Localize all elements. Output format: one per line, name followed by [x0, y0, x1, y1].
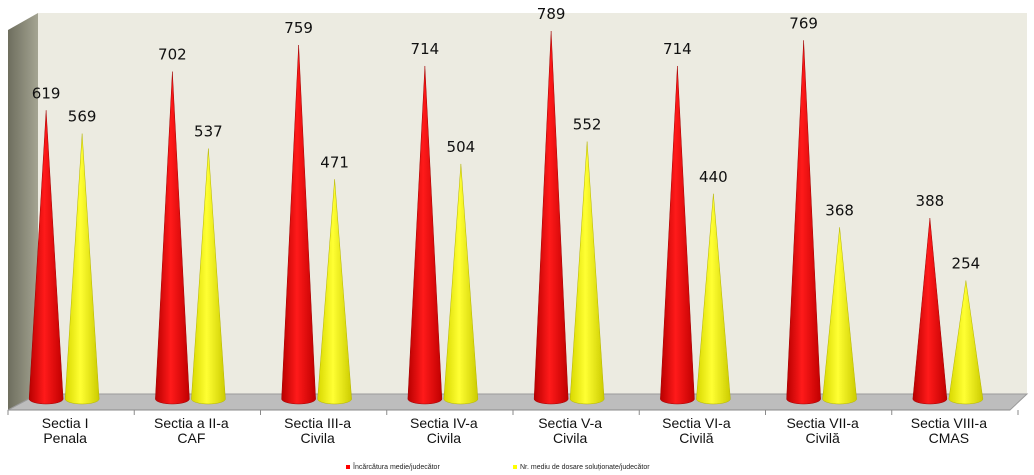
legend-swatch-yellow — [513, 465, 517, 469]
value-label: 569 — [68, 108, 97, 126]
value-label: 368 — [825, 201, 854, 219]
category-label: Sectia IV-a — [410, 415, 478, 431]
yellow-cone — [64, 133, 100, 405]
red-cone — [28, 110, 64, 405]
yellow-cone — [443, 163, 479, 405]
axis-ticks — [7, 410, 1019, 415]
value-label: 388 — [916, 192, 945, 210]
category-label: Civila — [301, 430, 335, 446]
value-label: 537 — [194, 123, 223, 141]
value-label: 714 — [411, 40, 440, 58]
chart-back-wall — [38, 13, 1027, 394]
category-label: Sectia a II-a — [154, 415, 229, 431]
red-cone — [281, 44, 316, 405]
legend-label-series-2: Nr. mediu de dosare soluționate/judecăto… — [520, 464, 650, 471]
yellow-cone — [822, 227, 857, 405]
value-label: 759 — [284, 19, 313, 37]
value-label: 619 — [32, 84, 61, 102]
legend-label-series-1: Încărcătura medie/judecător — [352, 462, 440, 471]
value-label: 440 — [699, 168, 728, 186]
yellow-cone — [191, 148, 226, 405]
category-label: Civila — [427, 430, 461, 446]
red-cone — [407, 65, 443, 405]
category-label: Sectia I — [42, 415, 89, 431]
value-labels: 619 569 702 537 759 471 714 504 789 552 714 440 769 3… — [32, 5, 980, 273]
category-label: Civilă — [679, 430, 713, 446]
category-label: Sectia VI-a — [662, 415, 731, 431]
value-label: 714 — [663, 40, 692, 58]
category-label: CMAS — [929, 430, 969, 446]
cone-marks — [28, 30, 984, 405]
yellow-cone — [317, 179, 352, 405]
red-cone — [912, 218, 948, 405]
red-cone — [155, 71, 190, 405]
yellow-cone — [948, 280, 984, 405]
value-label: 702 — [158, 46, 187, 64]
value-label: 769 — [789, 14, 818, 32]
yellow-cone — [569, 141, 605, 405]
value-label: 471 — [320, 153, 349, 171]
legend-swatch-red — [346, 465, 350, 469]
category-label: Civilă — [806, 430, 840, 446]
value-label: 552 — [573, 116, 602, 134]
legend: Încărcătura medie/judecător Nr. mediu de… — [346, 462, 650, 471]
value-label: 789 — [537, 5, 566, 23]
red-cone — [660, 65, 695, 405]
red-cone — [533, 30, 569, 405]
yellow-cone — [696, 193, 731, 405]
category-label: Sectia III-a — [284, 415, 351, 431]
category-label: Sectia V-a — [538, 415, 602, 431]
category-label: Sectia VIII-a — [911, 415, 987, 431]
value-label: 504 — [447, 138, 476, 156]
chart-side-wall — [8, 13, 38, 410]
category-label: Sectia VII-a — [786, 415, 859, 431]
category-label: Penala — [43, 430, 87, 446]
category-label: CAF — [177, 430, 205, 446]
category-label: Civila — [553, 430, 587, 446]
red-cone — [786, 40, 821, 405]
value-label: 254 — [952, 255, 981, 273]
